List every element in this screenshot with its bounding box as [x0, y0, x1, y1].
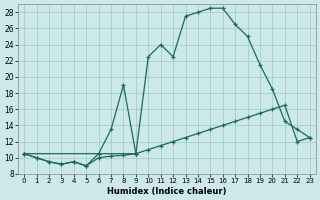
- X-axis label: Humidex (Indice chaleur): Humidex (Indice chaleur): [107, 187, 227, 196]
